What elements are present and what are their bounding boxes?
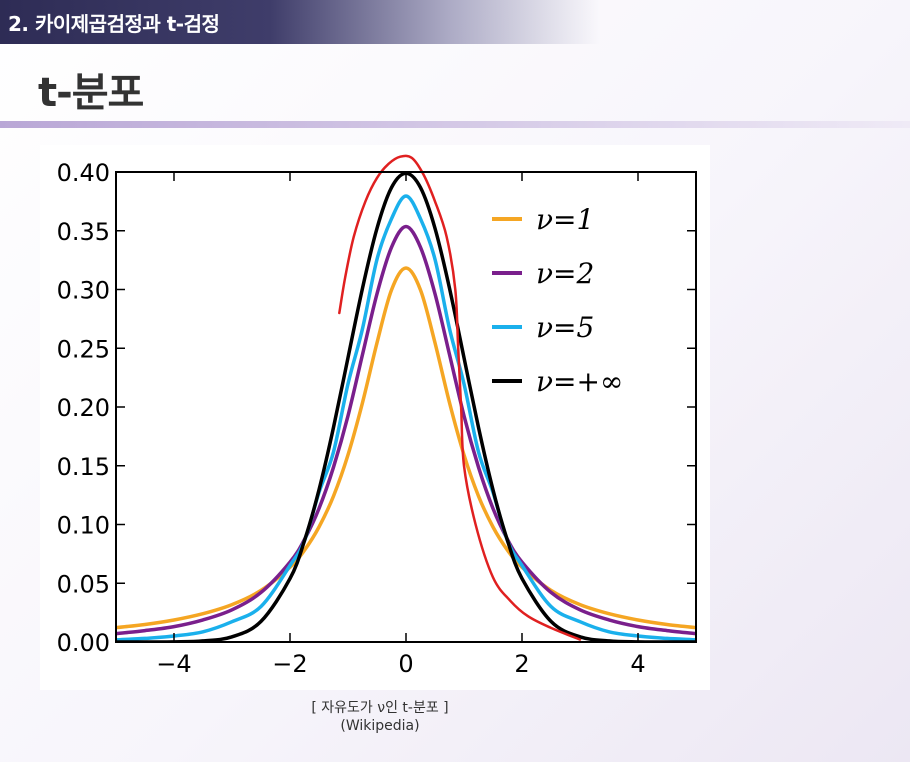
- slide-title: t-분포: [38, 70, 144, 116]
- plot-frame: [115, 171, 697, 643]
- title-divider: [0, 121, 910, 128]
- y-tick-label: 0.25: [57, 335, 110, 363]
- section-label: 2. 카이제곱검정과 t-검정: [8, 12, 220, 36]
- handwritten-annotation-stroke: [338, 154, 582, 641]
- legend-label-nuinf: ν=+∞: [536, 365, 623, 398]
- series-curves: [116, 172, 696, 642]
- x-axis: −4 −2 0 2 4: [156, 172, 646, 678]
- y-tick-label: 0.40: [57, 159, 110, 187]
- annotation-layer: [338, 154, 582, 641]
- x-tick-label: 2: [514, 650, 529, 678]
- y-tick-label: 0.00: [57, 629, 110, 657]
- y-tick-label: 0.05: [57, 570, 110, 598]
- series-line-nu5: [116, 194, 696, 642]
- series-line-nu1: [116, 266, 696, 630]
- legend-label-nu1: ν=1: [536, 203, 594, 236]
- y-tick-label: 0.20: [57, 394, 110, 422]
- y-tick-label: 0.30: [57, 277, 110, 305]
- x-tick-label: −4: [156, 650, 191, 678]
- y-axis: 0.00 0.05 0.10 0.15 0.20 0.25 0.30 0.35 0.40: [57, 159, 696, 657]
- legend-label-nu2: ν=2: [536, 257, 594, 290]
- legend-label-nu5: ν=5: [536, 311, 594, 344]
- legend: ν=1 ν=2 ν=5 ν=+∞: [492, 203, 623, 398]
- y-tick-label: 0.15: [57, 453, 110, 481]
- figure-source: (Wikipedia): [340, 718, 420, 734]
- x-tick-label: 4: [630, 650, 645, 678]
- x-tick-label: 0: [398, 650, 413, 678]
- y-tick-label: 0.10: [57, 512, 110, 540]
- series-line-nu2: [116, 224, 696, 636]
- series-line-nuinf: [116, 172, 696, 642]
- chart-svg: 0.000.050.100.150.200.250.300.350.40 −4−…: [57, 154, 697, 678]
- figure-caption: [ 자유도가 ν인 t-분포 ]: [311, 700, 449, 716]
- y-tick-label: 0.35: [57, 218, 110, 246]
- section-header-bar: 2. 카이제곱검정과 t-검정: [0, 0, 600, 44]
- t-distribution-chart: 0.00 0.05 0.10 0.15 0.20 0.25 0.30 0.35 0.40 −4−…: [40, 145, 710, 690]
- x-tick-label: −2: [272, 650, 307, 678]
